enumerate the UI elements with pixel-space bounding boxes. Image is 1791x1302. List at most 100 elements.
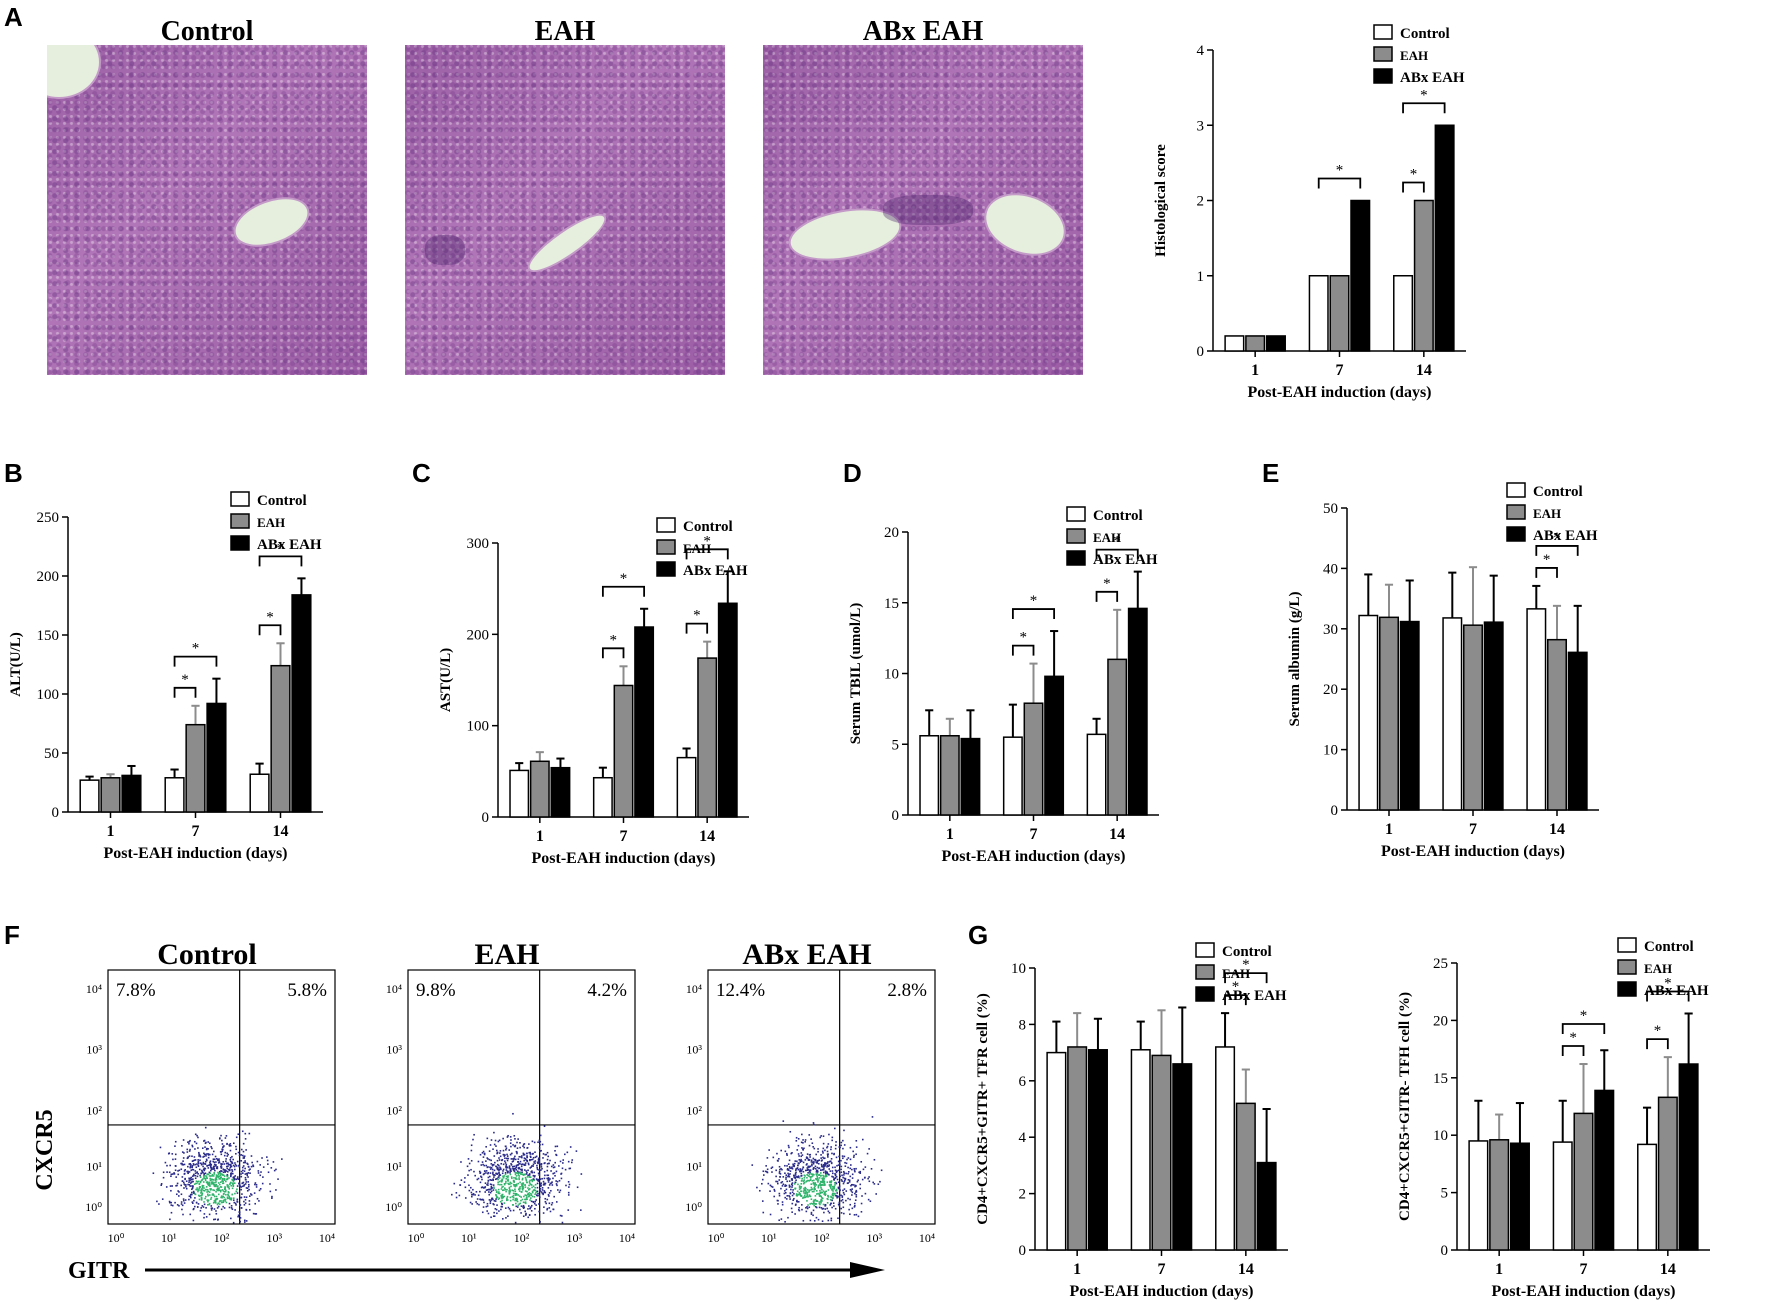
significance-mark: * <box>1336 163 1344 179</box>
panel-label-a: A <box>4 2 23 32</box>
legend-swatch-eah <box>230 513 250 529</box>
bar-eah-day-14 <box>1107 658 1128 816</box>
bar-abx-day-1 <box>960 737 981 816</box>
legend-label-abx: ABx EAH <box>257 537 322 553</box>
bar-control-day-7 <box>1002 736 1023 816</box>
bar-control-day-1 <box>509 769 530 818</box>
significance-bracket <box>1646 1038 1669 1050</box>
bar-eah-day-14 <box>1235 1102 1256 1251</box>
significance-mark: * <box>266 609 274 625</box>
x-axis-label: Post-EAH induction (days) <box>1381 843 1565 860</box>
bar-abx-day-7 <box>1172 1063 1193 1251</box>
bar-control-day-14 <box>1086 733 1107 816</box>
y-axis-label: CD4+CXCR5+GITR+ TFR cell (%) <box>975 993 991 1225</box>
significance-bracket <box>1011 644 1035 656</box>
bar-eah-day-7 <box>613 684 634 818</box>
legend-swatch-abx <box>1506 526 1526 542</box>
bar-eah-day-14 <box>697 657 718 818</box>
legend-swatch-eah <box>656 539 676 555</box>
significance-bracket <box>1095 548 1139 560</box>
significance-mark: * <box>1242 957 1250 973</box>
flow-title-control: Control <box>157 938 257 971</box>
legend-label-eah: EAH <box>257 515 285 530</box>
y-tick-label: 100 <box>467 719 490 735</box>
y-tick-label: 10 <box>1433 1128 1448 1144</box>
significance-bracket <box>1646 990 1690 1002</box>
histology-title-control: Control <box>160 16 254 47</box>
y-axis-label: ALT(U/L) <box>8 632 24 696</box>
bar-eah-day-1 <box>1245 335 1266 352</box>
x-tick-label: 1 <box>1495 1261 1503 1278</box>
y-tick-label: 2 <box>1019 1187 1027 1203</box>
y-tick-label: 10 <box>1323 743 1338 759</box>
chart-e: 0 10 20 30 40 50 1 7 14 Post-EAH induction (days)… <box>1287 482 1599 860</box>
legend-swatch-abx <box>1617 981 1637 997</box>
bar-eah-day-1 <box>939 735 960 816</box>
x-tick-label: 1 <box>107 823 115 840</box>
chart-a: 0 1 2 3 4 1 7 14 Post-EAH induction (days) Histol… <box>1153 24 1466 401</box>
y-tick-label: 20 <box>1433 1013 1448 1029</box>
bar-control-day-14 <box>1526 608 1547 811</box>
bar-abx-day-1 <box>550 766 571 818</box>
legend-swatch-control <box>1506 482 1526 498</box>
y-tick-label: 100 <box>37 687 60 703</box>
bar-abx-day-14 <box>1434 124 1455 352</box>
y-tick-label: 0 <box>1197 344 1205 360</box>
flow-title-abx: ABx EAH <box>742 938 872 971</box>
bar-eah-day-14 <box>270 664 291 813</box>
y-tick-label: 10 <box>1011 961 1026 977</box>
significance-bracket <box>258 555 303 567</box>
bar-control-day-7 <box>164 777 185 813</box>
significance-mark: * <box>181 672 189 688</box>
y-tick-label: 3 <box>1197 118 1205 134</box>
y-tick-label: 0 <box>52 805 60 821</box>
bar-eah-day-7 <box>1151 1054 1172 1251</box>
significance-bracket <box>1317 177 1362 189</box>
legend-swatch-control <box>230 491 250 507</box>
legend-swatch-control <box>1066 506 1086 522</box>
x-tick-label: 1 <box>1073 1261 1081 1278</box>
legend-label-control: Control <box>1400 26 1450 42</box>
y-tick-label: 200 <box>37 569 60 585</box>
bar-control-day-7 <box>1442 617 1463 811</box>
legend-swatch-eah <box>1195 964 1215 980</box>
bar-eah-day-14 <box>1657 1096 1678 1251</box>
legend-label-eah: EAH <box>1400 48 1428 63</box>
legend-swatch-abx <box>656 561 676 577</box>
bar-control-day-1 <box>1046 1051 1067 1251</box>
y-tick-label: 50 <box>1323 501 1338 517</box>
bar-eah-day-7 <box>1329 275 1350 352</box>
significance-mark: * <box>1569 1030 1577 1046</box>
bar-control-day-7 <box>592 776 613 818</box>
bar-control-day-1 <box>919 735 940 816</box>
significance-bracket <box>1535 545 1579 556</box>
bar-eah-day-7 <box>1463 624 1483 811</box>
x-tick-label: 7 <box>1336 362 1344 379</box>
panel-label-e: E <box>1262 458 1280 488</box>
significance-mark: * <box>1410 167 1418 183</box>
bar-abx-day-14 <box>1127 607 1148 816</box>
y-tick-label: 6 <box>1019 1074 1027 1090</box>
significance-bracket <box>1402 181 1425 193</box>
significance-mark: * <box>1019 630 1027 646</box>
significance-bracket <box>1535 567 1558 578</box>
x-tick-label: 7 <box>1469 821 1477 838</box>
x-tick-label: 14 <box>1660 1261 1676 1278</box>
bar-control-day-14 <box>676 756 697 818</box>
panel-label-b: B <box>4 458 23 488</box>
significance-bracket <box>685 622 709 634</box>
bar-abx-day-1 <box>1087 1049 1108 1251</box>
y-axis-label: Histological score <box>1153 144 1169 257</box>
bar-control-day-14 <box>249 773 270 813</box>
legend-label-abx: ABx EAH <box>1093 552 1158 568</box>
x-tick-label: 14 <box>699 828 715 845</box>
y-tick-label: 40 <box>1323 561 1338 577</box>
x-tick-label: 7 <box>1158 1261 1166 1278</box>
bar-abx-day-1 <box>1399 620 1420 811</box>
bar-abx-day-7 <box>1594 1089 1615 1251</box>
significance-mark: * <box>620 571 628 587</box>
bar-control-day-1 <box>1224 335 1245 352</box>
bar-eah-day-7 <box>1023 702 1044 816</box>
significance-mark: * <box>1553 530 1561 546</box>
legend-label-abx: ABx EAH <box>1400 70 1465 86</box>
